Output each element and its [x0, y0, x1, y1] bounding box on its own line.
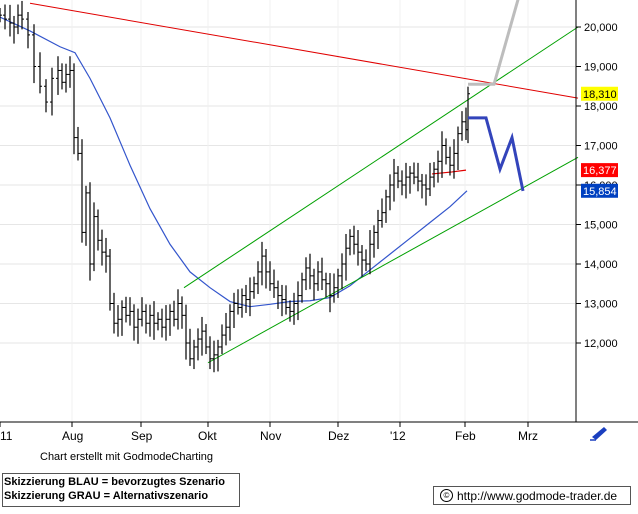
- y-tick-label: 14,000: [584, 259, 618, 271]
- scenario-blue-note: Skizzierung BLAU = bevorzugtes Szenario: [4, 476, 225, 488]
- price-label-bg: [581, 183, 618, 198]
- blue-scenario-path: [468, 116, 525, 192]
- y-tick-label: 13,000: [584, 299, 618, 311]
- x-tick-label: Okt: [198, 429, 217, 443]
- x-tick-label: Feb: [455, 429, 476, 443]
- y-tick-label: 18,000: [584, 101, 618, 113]
- plot-area: [0, 0, 575, 420]
- price-label-text: 16,377: [583, 165, 617, 177]
- source-url-box[interactable]: © http://www.godmode-trader.de: [433, 486, 631, 505]
- green-channel-upper-line: [183, 26, 579, 289]
- price-label-bg: [581, 86, 618, 101]
- x-tick-label: '12: [390, 429, 406, 443]
- source-url[interactable]: http://www.godmode-trader.de: [457, 488, 618, 503]
- scenario-legend-box: [2, 473, 240, 507]
- x-tick-label: Nov: [260, 429, 281, 443]
- draw-tool-icon[interactable]: [590, 427, 607, 441]
- red-short-line: [431, 169, 467, 175]
- trendline-layer: [29, 2, 579, 364]
- price-bars-layer: [0, 0, 470, 373]
- x-tick-label: 11: [0, 429, 13, 443]
- y-tick-label: 20,000: [584, 22, 618, 34]
- price-label-text: 15,854: [583, 186, 617, 198]
- x-tick-label: Sep: [131, 429, 153, 443]
- x-tick-label: Dez: [328, 429, 349, 443]
- y-tick-label: 19,000: [584, 62, 618, 74]
- price-labels: 18,310 16,377 15,854: [581, 86, 618, 198]
- x-tick-label: Mrz: [518, 429, 538, 443]
- moving-average-line: [0, 16, 468, 308]
- moving-average-layer: [0, 16, 468, 308]
- x-tick-label: Aug: [62, 429, 83, 443]
- scenario-gray-note: Skizzierung GRAU = Alternativszenario: [4, 490, 209, 502]
- y-tick-label: 12,000: [584, 338, 618, 350]
- y-tick-label: 17,000: [584, 141, 618, 153]
- green-channel-lower-line: [207, 156, 579, 364]
- price-label-text: 18,310: [583, 89, 617, 101]
- price-label-bg: [581, 163, 618, 178]
- copyright-icon: ©: [440, 489, 453, 502]
- red-resistance-line: [29, 2, 579, 99]
- grid: [0, 0, 575, 422]
- scenario-layer: [468, 0, 525, 192]
- gray-scenario-path: [468, 0, 520, 86]
- y-tick-label: 15,000: [584, 220, 618, 232]
- chart-credit: Chart erstellt mit GodmodeCharting: [40, 451, 214, 463]
- x-axis-ticks: 11 Aug Sep Okt Nov Dez '12 Feb Mrz: [0, 422, 538, 443]
